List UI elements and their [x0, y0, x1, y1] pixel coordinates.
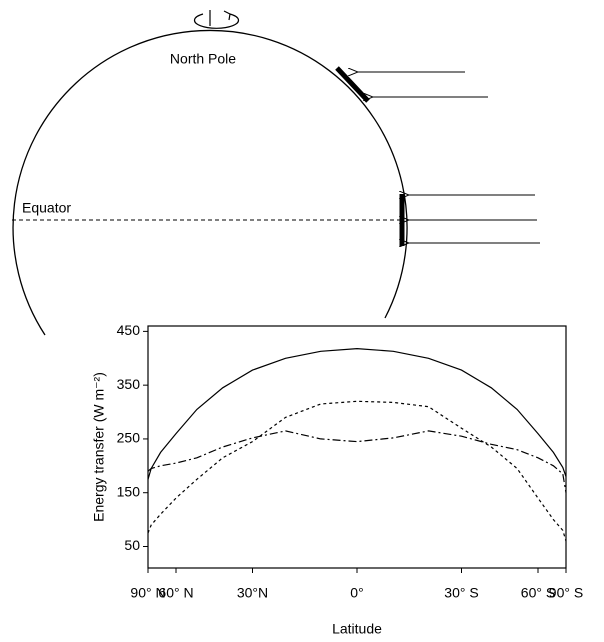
y-tick-label: 250 [117, 430, 141, 446]
y-tick-label: 450 [117, 322, 141, 338]
x-tick-label: 30°N [237, 585, 268, 601]
y-tick-label: 50 [124, 537, 140, 553]
x-tick-label: 0° [350, 585, 363, 601]
surface-patch [335, 66, 370, 103]
x-tick-label: 30° S [444, 585, 478, 601]
pole-label: North Pole [170, 51, 236, 67]
equator-label: Equator [22, 200, 71, 216]
rotation-head [223, 10, 231, 21]
y-tick-label: 350 [117, 376, 141, 392]
plot-frame [147, 325, 567, 569]
x-tick-label: 60° S [521, 585, 555, 601]
x-tick-label: 60° N [158, 585, 193, 601]
line-series [147, 347, 567, 480]
line-series [147, 430, 567, 493]
x-tick-label: 90° S [549, 585, 583, 601]
rotation-arrow [193, 13, 240, 29]
y-tick-label: 150 [117, 483, 141, 499]
x-axis-label: Latitude [332, 621, 382, 637]
x-tick-label: 90° N [130, 585, 165, 601]
y-axis-label: Energy transfer (W m⁻²) [91, 372, 107, 522]
